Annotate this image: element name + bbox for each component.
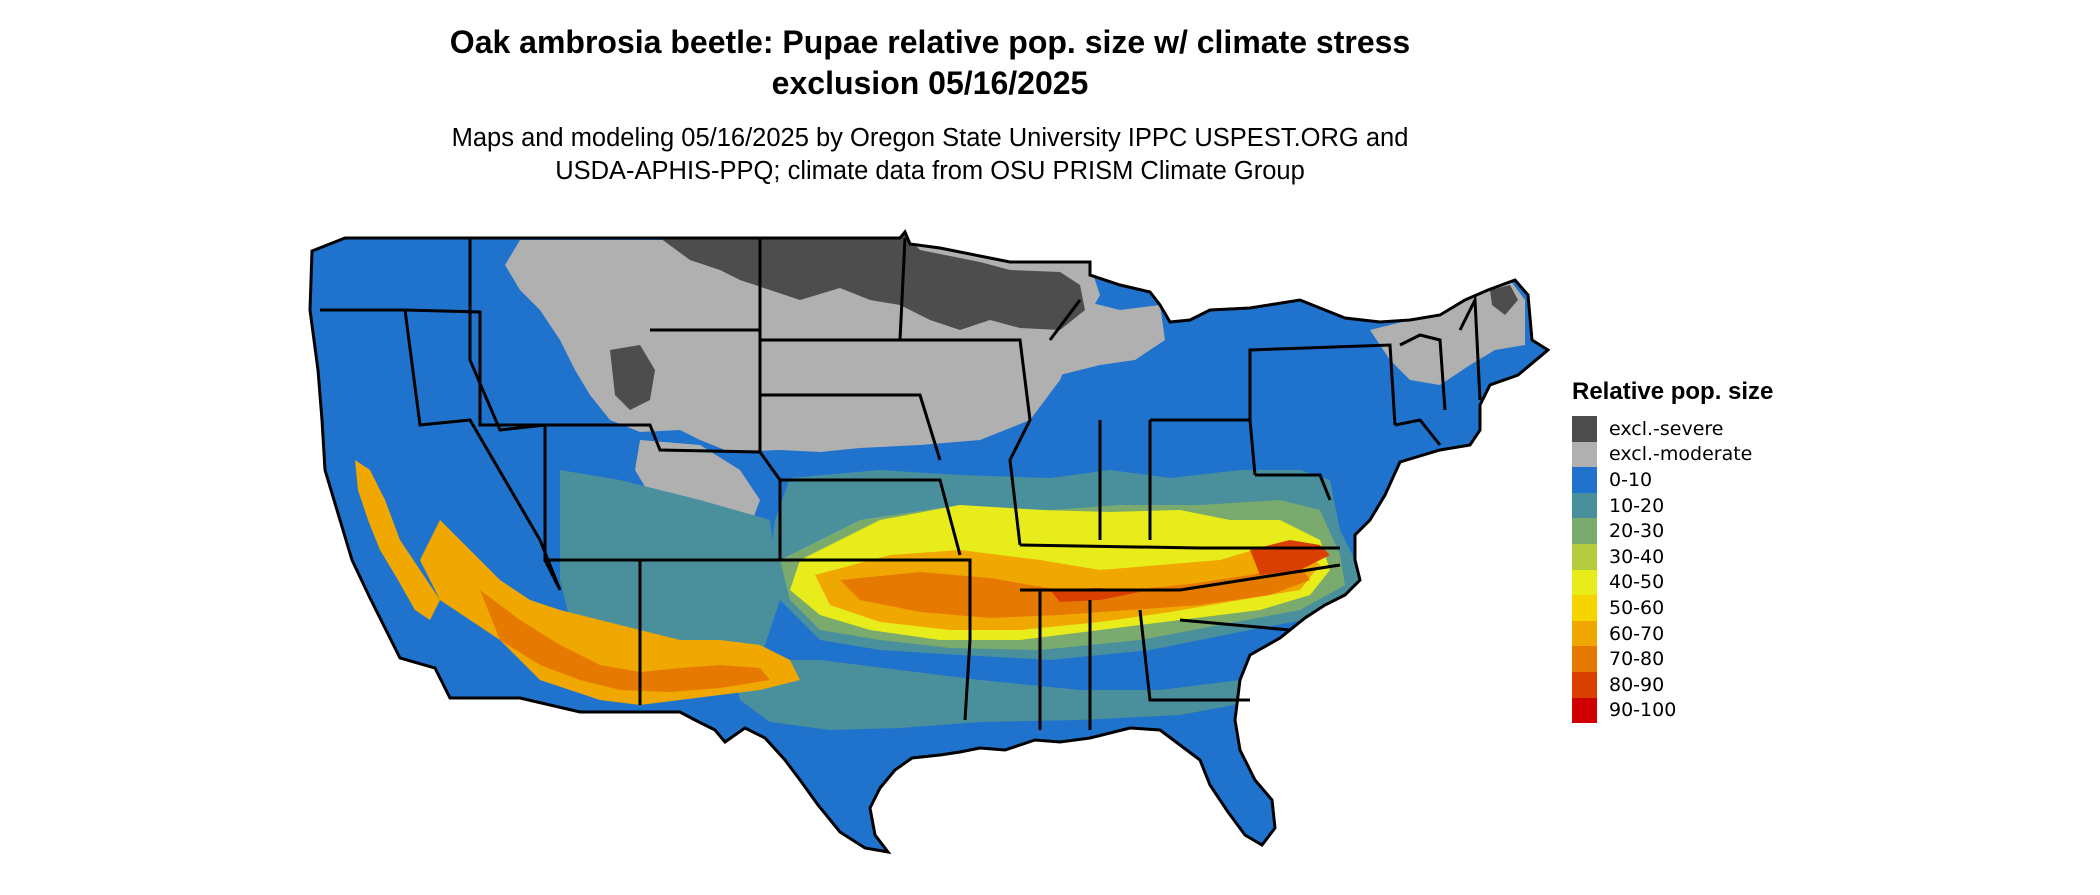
region-excl-severe-montana (610, 345, 655, 410)
region-10-20-south (730, 660, 1270, 730)
legend-label: 30-40 (1609, 545, 1665, 568)
legend-items: excl.-severe excl.-moderate 0-10 10-20 20-30… (1572, 416, 1773, 724)
map-title: Oak ambrosia beetle: Pupae relative pop.… (300, 22, 1560, 104)
legend-item: 80-90 (1572, 671, 1773, 698)
region-60-70-southwest (420, 520, 800, 705)
legend-label: 70-80 (1609, 648, 1665, 671)
legend-label: excl.-moderate (1609, 443, 1753, 466)
title-line-1: Oak ambrosia beetle: Pupae relative pop.… (449, 24, 1411, 60)
legend-swatch (1572, 467, 1597, 493)
legend-item: 60-70 (1572, 620, 1773, 647)
legend-label: 40-50 (1609, 571, 1665, 594)
legend-label: excl.-severe (1609, 417, 1724, 440)
legend-item: 20-30 (1572, 518, 1773, 544)
legend-label: 10-20 (1609, 494, 1665, 517)
title-line-2: exclusion 05/16/2025 (771, 65, 1089, 101)
region-excl-severe-maine (1490, 285, 1518, 315)
region-excl-severe-north (660, 235, 1085, 330)
legend-swatch (1572, 441, 1597, 468)
region-60-70-california (355, 460, 440, 620)
legend-item: 70-80 (1572, 646, 1773, 672)
legend-item: 90-100 (1572, 697, 1773, 724)
legend-swatch (1572, 569, 1597, 596)
region-70-80-southwest (480, 590, 770, 692)
legend-label: 90-100 (1609, 699, 1677, 722)
legend-item: excl.-moderate (1572, 441, 1773, 468)
legend-item: excl.-severe (1572, 416, 1773, 442)
legend-swatch (1572, 595, 1597, 621)
legend-swatch (1572, 646, 1597, 672)
legend-label: 80-90 (1609, 673, 1665, 696)
legend-swatch (1572, 492, 1597, 519)
map-subtitle: Maps and modeling 05/16/2025 by Oregon S… (330, 122, 1530, 188)
legend-swatch (1572, 416, 1597, 442)
legend-swatch (1572, 518, 1597, 544)
legend: Relative pop. size excl.-severe excl.-mod… (1572, 378, 1774, 724)
legend-item: 0-10 (1572, 467, 1773, 493)
legend-title: Relative pop. size (1572, 378, 1774, 405)
legend-label: 60-70 (1609, 622, 1665, 645)
legend-swatch (1572, 697, 1597, 724)
region-excl-moderate-northeast (1370, 280, 1525, 385)
legend-label: 50-60 (1609, 596, 1665, 619)
legend-item: 30-40 (1572, 543, 1773, 570)
us-map (308, 230, 1550, 854)
state-borders (308, 230, 1550, 854)
legend-label: 20-30 (1609, 520, 1665, 543)
legend-item: 50-60 (1572, 595, 1773, 621)
legend-swatch (1572, 620, 1597, 647)
legend-item: 10-20 (1572, 492, 1773, 519)
subtitle-line-1: Maps and modeling 05/16/2025 by Oregon S… (451, 124, 1409, 152)
legend-item: 40-50 (1572, 569, 1773, 596)
legend-label: 0-10 (1609, 468, 1653, 491)
legend-swatch (1572, 671, 1597, 698)
subtitle-line-2: USDA-APHIS-PPQ; climate data from OSU PR… (555, 157, 1305, 185)
legend-swatch (1572, 543, 1597, 570)
